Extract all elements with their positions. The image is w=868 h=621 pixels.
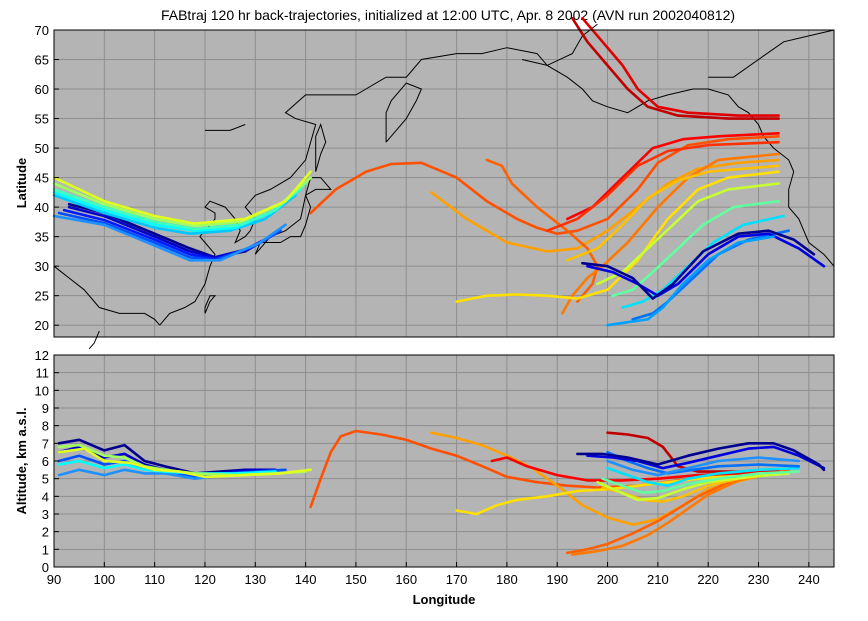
bottom-trajectory-line [57,447,312,479]
bottom-trajectory-line [596,472,791,502]
coastline [546,64,835,267]
top-trajectory-line [52,194,297,235]
top-trajectory-line [545,140,780,232]
bottom-xtick-label: 100 [93,572,115,587]
top-trajectory-line [586,232,826,298]
top-trajectory-line [581,229,816,300]
top-trajectory-line [565,164,780,262]
bottom-ytick-label: 6 [42,454,49,469]
bottom-ytick-label: 9 [42,401,49,416]
bottom-ytick-label: 8 [42,419,49,434]
bottom-trajectory-line [606,450,801,475]
top-ytick-label: 40 [35,200,49,215]
top-ytick-label: 35 [35,230,49,245]
bottom-ytick-label: 2 [42,525,49,540]
bottom-ytick-label: 7 [42,436,49,451]
top-ytick-label: 50 [35,141,49,156]
coastline [159,47,548,326]
top-series [52,16,826,327]
top-trajectory-line [52,214,287,262]
bottom-ytick-label: 3 [42,507,49,522]
bottom-series [57,429,826,556]
bottom-ytick-label: 1 [42,542,49,557]
top-trajectory-line [52,182,307,231]
bottom-xtick-label: 200 [597,572,619,587]
top-trajectory-line [560,152,780,315]
top-trajectory-line [455,170,780,303]
coastline [53,265,161,326]
top-ytick-label: 70 [35,23,49,38]
bottom-ytick-label: 0 [42,560,49,575]
bottom-xtick-label: 150 [345,572,367,587]
bottom-trajectory-line [601,470,801,495]
bottom-xtick-label: 110 [144,572,165,587]
bottom-trajectory-line [606,456,801,477]
top-trajectory-line [611,199,780,298]
bottom-trajectory-line [606,466,801,488]
top-ytick-label: 55 [35,112,49,127]
bottom-ylabel: Altitude, km a.s.l. [14,408,29,515]
top-trajectory-line [581,16,780,117]
top-ytick-label: 20 [35,318,49,333]
bottom-ytick-label: 12 [35,348,49,363]
bottom-xtick-label: 90 [47,572,61,587]
bottom-xlabel: Longitude [413,592,476,607]
top-ytick-label: 25 [35,289,49,304]
figure-title: FABtraj 120 hr back-trajectories, initia… [161,7,735,23]
top-plot-area [54,30,834,337]
bottom-xtick-label: 160 [395,572,417,587]
top-ytick-label: 30 [35,259,49,274]
top-coastlines [53,23,835,350]
bottom-xtick-label: 230 [748,572,770,587]
top-frame [53,29,835,338]
bottom-ytick-label: 11 [36,366,50,381]
top-trajectory-line [606,235,775,327]
coastline [521,23,598,66]
bottom-trajectory-line [455,470,780,516]
bottom-xtick-label: 140 [295,572,317,587]
bottom-xtick-label: 220 [697,572,719,587]
bottom-xtick-label: 120 [194,572,216,587]
top-ytick-label: 60 [35,82,49,97]
top-trajectory-line [485,158,599,303]
top-ylabel: Latitude [14,158,29,209]
top-trajectory-line [309,135,780,235]
coastline [254,177,332,255]
top-trajectory-line [430,158,780,253]
bottom-xticks: 90 100 110 120 130 140 150 160 170 180 190 200 210 22… [47,562,820,587]
bottom-xtick-label: 180 [496,572,518,587]
bottom-xtick-label: 240 [798,572,820,587]
bottom-xtick-label: 170 [446,572,468,587]
top-trajectory-line [52,170,312,225]
bottom-ytick-label: 10 [35,383,49,398]
bottom-xtick-label: 190 [546,572,568,587]
top-yticks: 20 25 30 35 40 45 50 55 60 65 70 [35,23,59,333]
coastline [204,295,217,314]
coastline [88,330,100,350]
bottom-trajectory-line [570,472,770,556]
coastline [315,122,327,172]
bottom-trajectory-line [430,431,780,526]
top-trajectory-line [570,16,780,120]
coastline [708,29,835,78]
bottom-ytick-label: 4 [42,489,49,504]
top-ytick-label: 45 [35,171,49,186]
top-panel: 20 25 30 35 40 45 50 55 60 65 70 Latitude [14,16,835,350]
bottom-trajectory-line [576,441,826,472]
bottom-ytick-label: 5 [42,472,49,487]
coastline [385,82,423,143]
bottom-xtick-label: 210 [647,572,669,587]
top-ytick-label: 65 [35,53,49,68]
coastline [205,124,246,131]
bottom-trajectory-line [586,445,826,470]
bottom-xtick-label: 130 [244,572,266,587]
